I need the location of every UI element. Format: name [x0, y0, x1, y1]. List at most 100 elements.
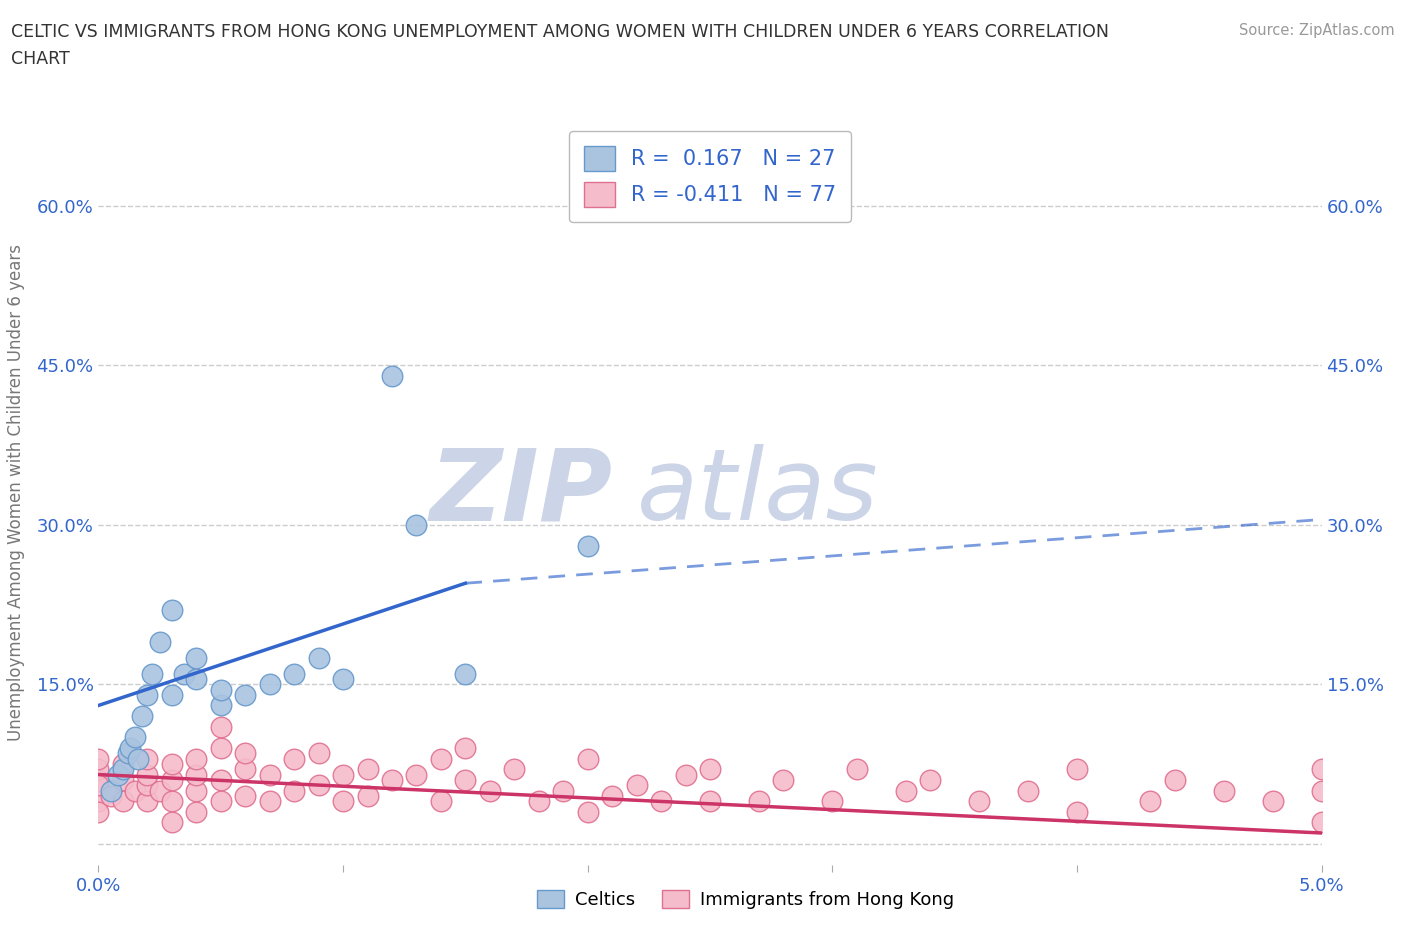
- Point: [160, 687, 183, 702]
- Point: [209, 740, 232, 755]
- Point: [209, 793, 232, 808]
- Point: [117, 746, 139, 761]
- Point: [107, 767, 129, 782]
- Point: [149, 634, 172, 649]
- Point: [650, 793, 672, 808]
- Point: [173, 666, 195, 681]
- Point: [920, 773, 942, 788]
- Point: [233, 762, 256, 777]
- Point: [332, 767, 354, 782]
- Point: [136, 687, 159, 702]
- Point: [600, 789, 623, 804]
- Point: [381, 368, 404, 383]
- Point: [87, 783, 110, 798]
- Point: [100, 789, 122, 804]
- Point: [772, 773, 794, 788]
- Point: [141, 666, 163, 681]
- Point: [124, 783, 146, 798]
- Point: [160, 793, 183, 808]
- Point: [259, 767, 281, 782]
- Point: [233, 746, 256, 761]
- Point: [626, 777, 648, 792]
- Point: [1139, 793, 1161, 808]
- Point: [576, 751, 599, 766]
- Point: [186, 650, 208, 665]
- Point: [131, 709, 153, 724]
- Point: [894, 783, 917, 798]
- Point: [1066, 804, 1088, 819]
- Point: [1066, 762, 1088, 777]
- Point: [120, 740, 142, 755]
- Point: [454, 740, 477, 755]
- Point: [149, 783, 172, 798]
- Point: [1164, 773, 1187, 788]
- Point: [308, 650, 330, 665]
- Point: [478, 783, 501, 798]
- Point: [553, 783, 575, 798]
- Point: [1212, 783, 1234, 798]
- Point: [1261, 793, 1284, 808]
- Point: [454, 666, 477, 681]
- Point: [209, 698, 232, 713]
- Point: [845, 762, 868, 777]
- Point: [233, 789, 256, 804]
- Point: [127, 751, 149, 766]
- Y-axis label: Unemployment Among Women with Children Under 6 years: Unemployment Among Women with Children U…: [7, 245, 25, 741]
- Point: [454, 773, 477, 788]
- Point: [356, 762, 378, 777]
- Point: [332, 671, 354, 686]
- Point: [87, 793, 110, 808]
- Point: [160, 773, 183, 788]
- Point: [259, 677, 281, 692]
- Point: [87, 762, 110, 777]
- Point: [136, 751, 159, 766]
- Text: ZIP: ZIP: [429, 445, 612, 541]
- Point: [209, 682, 232, 697]
- Point: [430, 793, 453, 808]
- Point: [186, 767, 208, 782]
- Point: [87, 804, 110, 819]
- Point: [748, 793, 770, 808]
- Point: [699, 762, 721, 777]
- Point: [405, 767, 427, 782]
- Point: [87, 773, 110, 788]
- Point: [100, 783, 122, 798]
- Point: [136, 793, 159, 808]
- Point: [1017, 783, 1039, 798]
- Point: [576, 804, 599, 819]
- Point: [87, 751, 110, 766]
- Point: [430, 751, 453, 766]
- Point: [233, 687, 256, 702]
- Point: [160, 756, 183, 771]
- Point: [283, 751, 305, 766]
- Point: [160, 815, 183, 830]
- Point: [87, 777, 110, 792]
- Legend: Celtics, Immigrants from Hong Kong: Celtics, Immigrants from Hong Kong: [530, 883, 960, 916]
- Point: [186, 671, 208, 686]
- Point: [675, 767, 697, 782]
- Point: [381, 773, 404, 788]
- Point: [308, 746, 330, 761]
- Point: [124, 730, 146, 745]
- Point: [160, 603, 183, 618]
- Point: [283, 783, 305, 798]
- Point: [283, 666, 305, 681]
- Point: [186, 783, 208, 798]
- Point: [111, 793, 134, 808]
- Point: [209, 773, 232, 788]
- Point: [259, 793, 281, 808]
- Point: [136, 767, 159, 782]
- Point: [527, 793, 550, 808]
- Point: [1310, 783, 1333, 798]
- Point: [111, 773, 134, 788]
- Text: atlas: atlas: [637, 445, 879, 541]
- Point: [209, 719, 232, 734]
- Point: [405, 517, 427, 532]
- Text: Source: ZipAtlas.com: Source: ZipAtlas.com: [1239, 23, 1395, 38]
- Point: [111, 762, 134, 777]
- Point: [1310, 815, 1333, 830]
- Legend: R =  0.167   N = 27, R = -0.411   N = 77: R = 0.167 N = 27, R = -0.411 N = 77: [569, 131, 851, 221]
- Point: [332, 793, 354, 808]
- Point: [186, 804, 208, 819]
- Point: [111, 756, 134, 771]
